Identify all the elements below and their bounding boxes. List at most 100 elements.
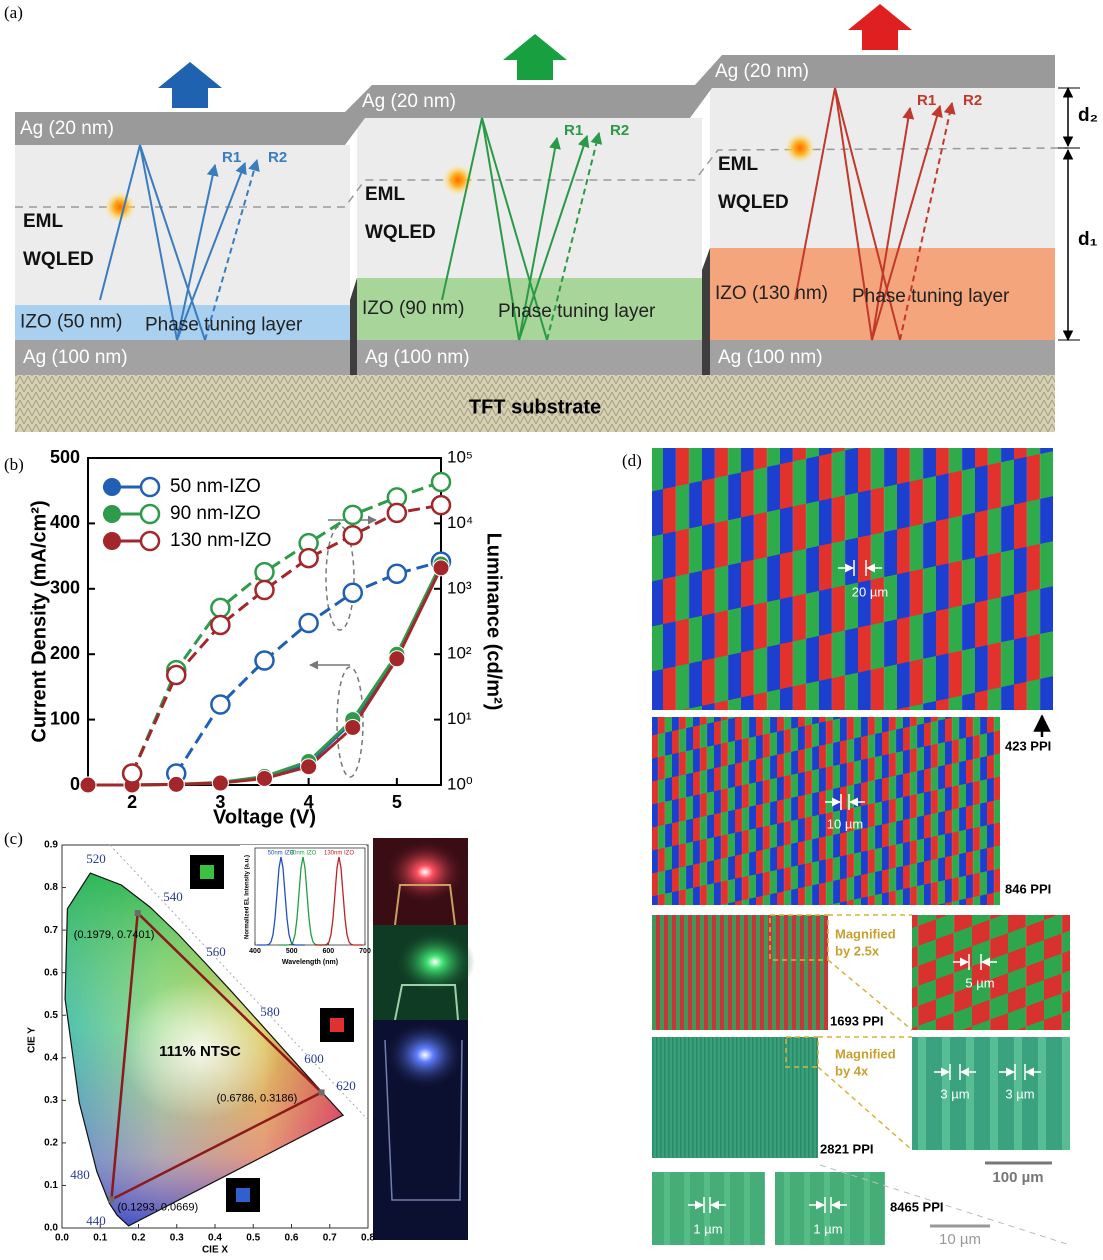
magnified-label: Magnified	[835, 1046, 896, 1061]
luminance-point	[300, 614, 318, 632]
x-tick-label: 5	[392, 792, 402, 812]
x-tick-label: 0.2	[132, 1233, 146, 1244]
substrate-label: TFT substrate	[469, 396, 601, 418]
gamut-point	[319, 1089, 325, 1095]
luminance-point	[211, 616, 229, 634]
y-tick-label: 500	[50, 447, 80, 467]
legend-label: 130 nm-IZO	[170, 530, 271, 551]
figure: (a)(b)(c)(d)Ag (20 nm)EMLWQLEDIZO (50 nm…	[0, 0, 1103, 1260]
layer-label: EML	[365, 184, 406, 205]
layer-label: Ag (100 nm)	[718, 347, 823, 368]
panel-label: (a)	[4, 3, 23, 22]
luminance-point	[256, 581, 274, 599]
plot-frame	[88, 458, 441, 785]
legend-marker	[141, 478, 159, 496]
x-tick-label: 0.0	[55, 1233, 69, 1244]
x-tick-label: 0.1	[93, 1233, 107, 1244]
gamut-label: 111% NTSC	[159, 1043, 241, 1060]
wavelength-label: 600	[304, 1051, 324, 1066]
ray-label: R1	[564, 122, 583, 139]
current-point	[433, 560, 449, 576]
luminance-point	[388, 504, 406, 522]
point-label: (0.6786, 0.3186)	[217, 1092, 298, 1104]
ray-label: R2	[610, 122, 629, 139]
luminance-point	[344, 584, 362, 602]
dimension-label: d₂	[1078, 105, 1098, 126]
layer-label: Phase tuning layer	[498, 301, 656, 322]
layer-label: Phase tuning layer	[145, 315, 303, 336]
y-tick-label: 0.3	[44, 1095, 58, 1106]
inset-legend: 130nm IZO	[324, 851, 354, 857]
y2-tick-label: 10⁴	[447, 513, 473, 532]
scale-label: 10 µm	[827, 816, 863, 831]
ppi-label: 846 PPI	[1005, 881, 1051, 896]
legend-marker	[103, 532, 121, 550]
scale-label: 100 µm	[992, 1169, 1043, 1186]
legend-marker	[103, 505, 121, 523]
x-tick-label: 0.4	[208, 1233, 222, 1244]
ray-label: R1	[222, 149, 241, 166]
magnified-label: by 2.5x	[835, 943, 880, 958]
ppi-label: 423 PPI	[1005, 738, 1051, 753]
gamut-point	[135, 910, 141, 916]
ppi-label: 1693 PPI	[830, 1013, 884, 1028]
y-tick-label: 0.4	[44, 1052, 58, 1063]
luminance-point	[432, 473, 450, 491]
luminance-point	[300, 549, 318, 567]
y2-tick-label: 10⁵	[447, 447, 473, 466]
panel-label: (c)	[4, 829, 23, 848]
wavelength-label: 480	[70, 1167, 90, 1182]
panel-label: (d)	[622, 451, 642, 470]
current-point	[212, 775, 228, 791]
magnified-label: Magnified	[835, 926, 896, 941]
y-tick-label: 0.0	[44, 1223, 58, 1234]
wavelength-label: 440	[86, 1213, 106, 1228]
luminance-point	[211, 599, 229, 617]
y-tick-label: 0.1	[44, 1180, 58, 1191]
y2-tick-label: 10²	[447, 644, 472, 663]
panel-b-annotations	[310, 520, 376, 777]
current-point	[80, 777, 96, 793]
layer-label: IZO (90 nm)	[362, 298, 464, 319]
y2-tick-label: 10¹	[447, 709, 472, 728]
y-tick-label: 0	[70, 774, 80, 794]
wavelength-label: 580	[260, 1004, 280, 1019]
inset-legend: 90nm IZO	[290, 851, 317, 857]
legend-marker	[103, 478, 121, 496]
layer-label: IZO (130 nm)	[715, 283, 828, 304]
y2-tick-label: 10⁰	[447, 774, 473, 793]
inset-x-tick-label: 600	[322, 948, 334, 955]
layer-label: WQLED	[23, 249, 94, 270]
y-tick-label: 100	[50, 708, 80, 728]
page: (a)(b)(c)(d)Ag (20 nm)EMLWQLEDIZO (50 nm…	[0, 0, 1103, 1260]
luminance-point	[256, 652, 274, 670]
x-axis-label: Voltage (V)	[213, 806, 316, 828]
layer-label: Ag (100 nm)	[365, 347, 470, 368]
scale-label: 1 µm	[693, 1221, 722, 1236]
x-tick-label: 0.8	[361, 1233, 375, 1244]
luminance-point	[256, 563, 274, 581]
y-tick-label: 200	[50, 643, 80, 663]
panel-label: (b)	[4, 455, 24, 474]
ray-label: R1	[917, 92, 936, 109]
x-tick-label: 0.6	[285, 1233, 299, 1244]
wavelength-label: 560	[206, 944, 226, 959]
luminance-point	[388, 565, 406, 583]
luminance-point	[211, 696, 229, 714]
inset-x-tick-label: 400	[249, 948, 261, 955]
y-tick-label: 0.2	[44, 1138, 58, 1149]
y-tick-label: 300	[50, 578, 80, 598]
current-point	[257, 770, 273, 786]
x-tick-label: 0.3	[170, 1233, 184, 1244]
x-axis-label: CIE X	[202, 1245, 228, 1256]
luminance-line	[132, 482, 441, 774]
inset-y-label: Normalized EL Intensity (a.u.)	[245, 855, 251, 939]
inset-x-tick-label: 700	[359, 948, 371, 955]
scale-label: 3 µm	[1005, 1086, 1034, 1101]
luminance-point	[344, 506, 362, 524]
current-point	[389, 651, 405, 667]
y2-axis-label: Luminance (cd/m²)	[483, 533, 505, 711]
layer-label: EML	[23, 211, 64, 232]
panel-d-images	[652, 448, 1070, 1245]
x-tick-label: 0.5	[246, 1233, 260, 1244]
